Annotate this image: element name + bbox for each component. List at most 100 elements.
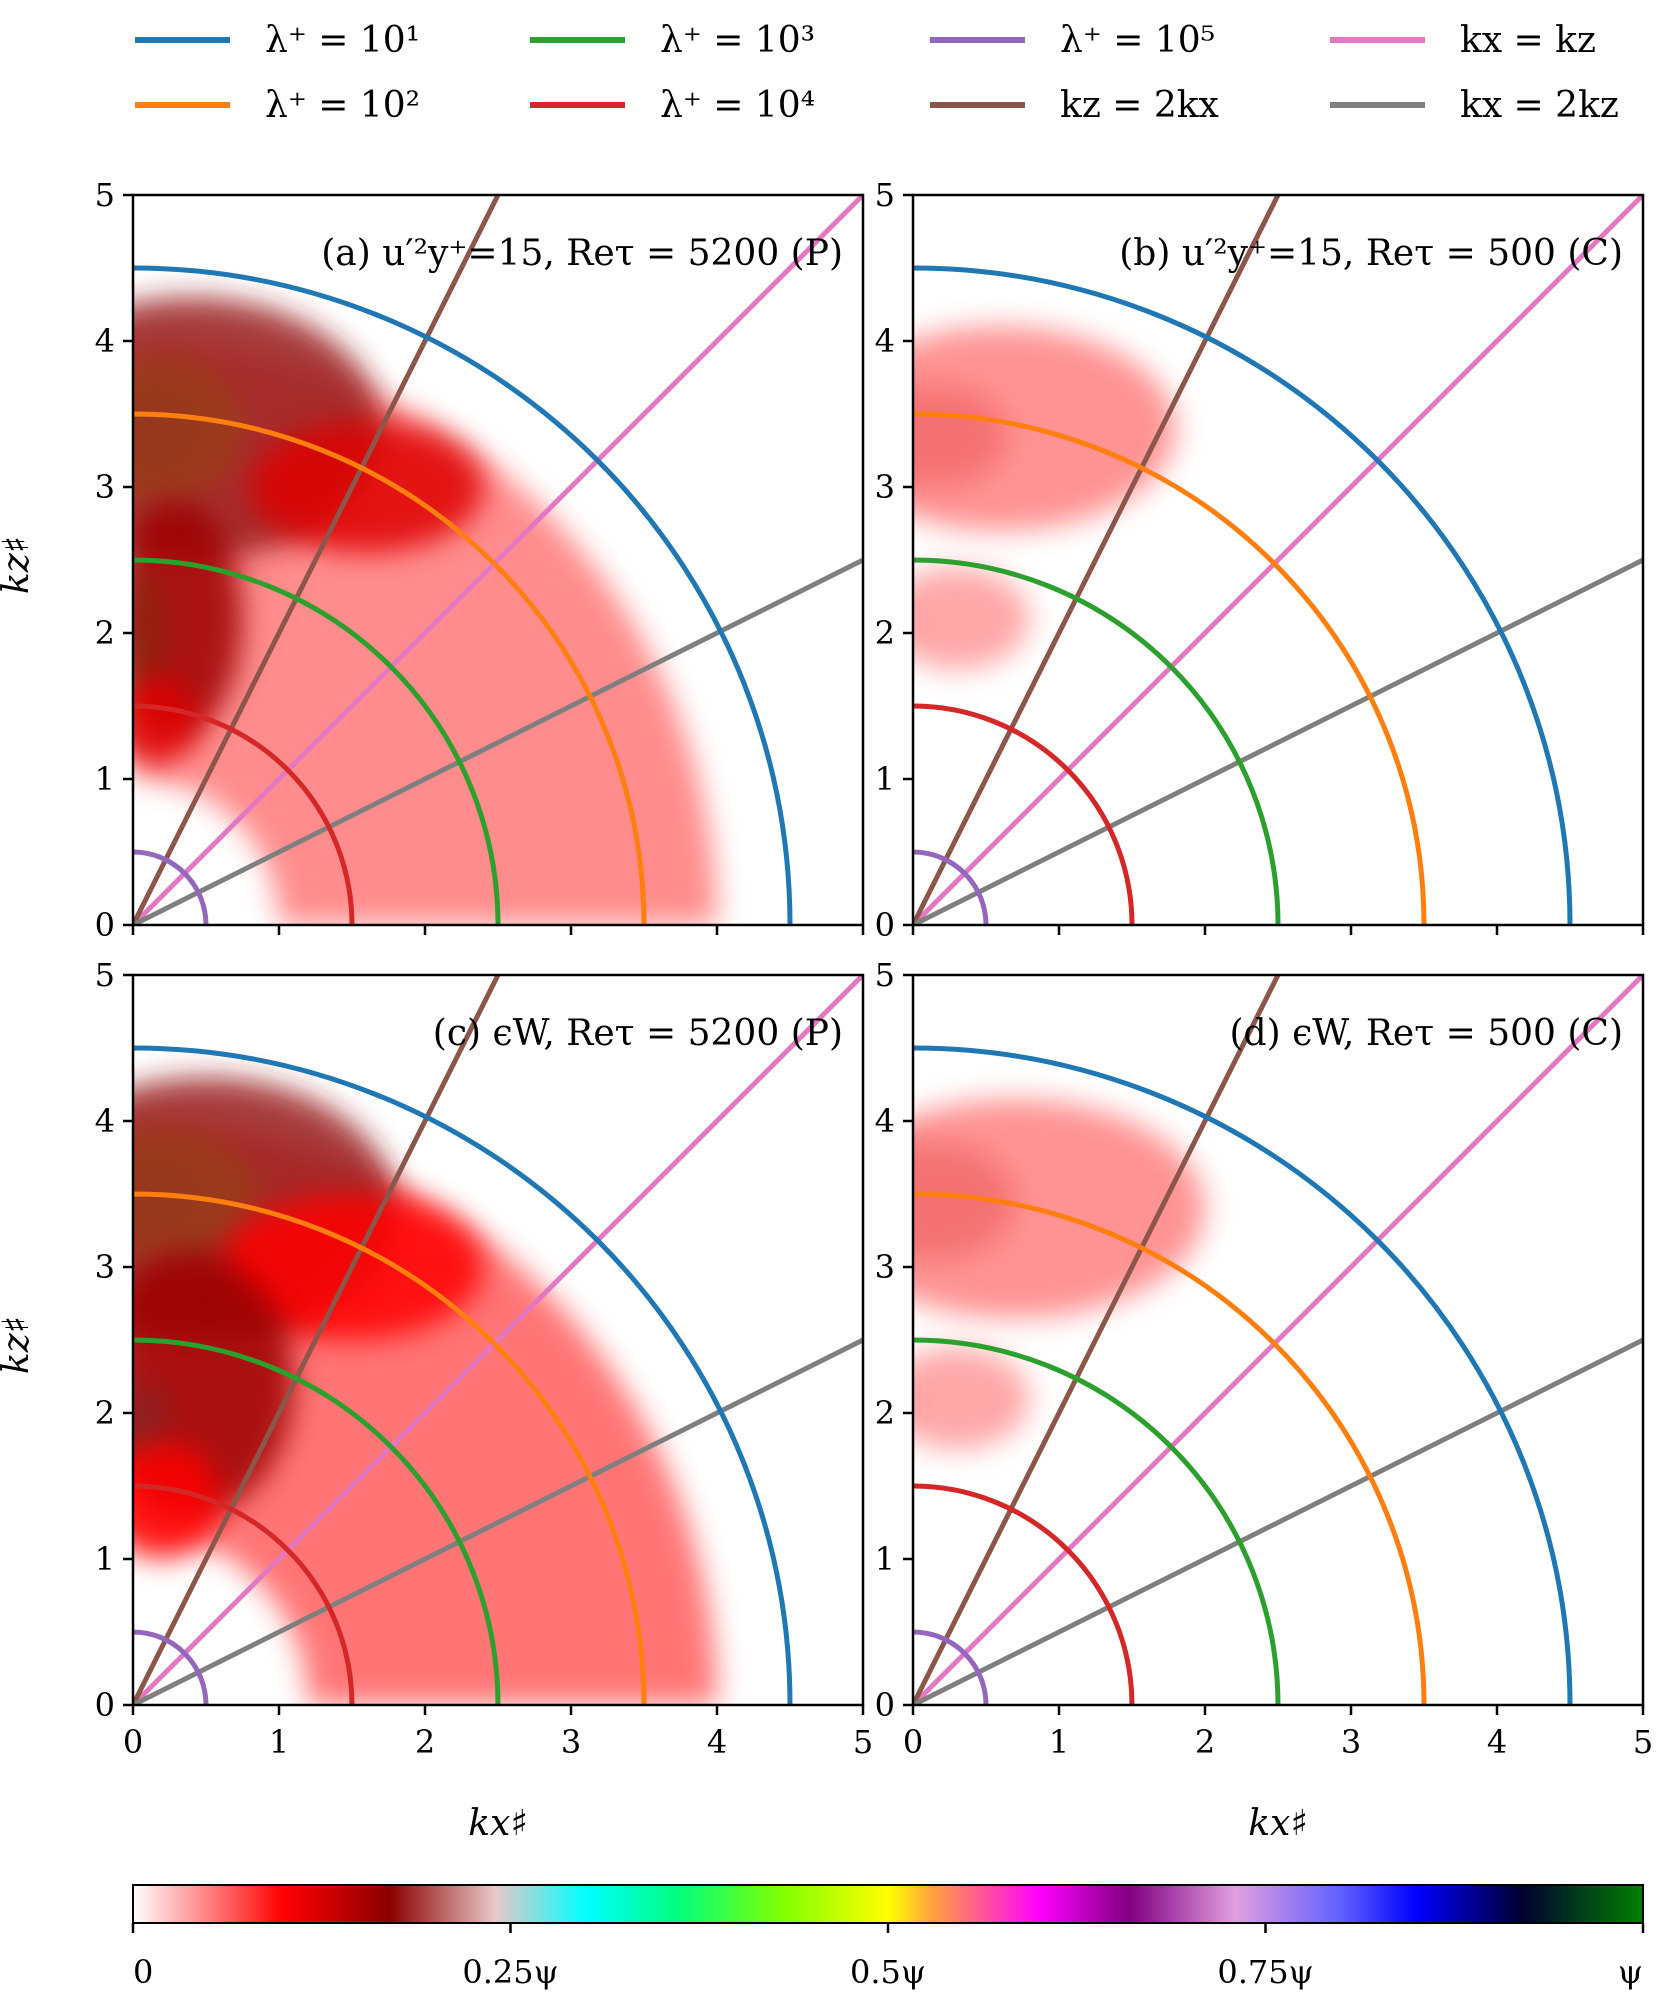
overlay-arc bbox=[133, 411, 647, 925]
colorbar-tick-label: 0.75ψ bbox=[1217, 1953, 1313, 1991]
legend-label: λ⁺ = 10⁵ bbox=[1060, 20, 1215, 61]
colorbar-tick-label: 0.5ψ bbox=[850, 1953, 926, 1991]
panel-d: 0 1 2 3 4 5 0 1 2 3 4 5 (d) ϵW, Reτ = 500 (C) kx♯ bbox=[875, 956, 1654, 1844]
y-tick-label: 2 bbox=[95, 614, 115, 652]
overlay-arc bbox=[913, 1191, 1427, 1705]
overlay-line bbox=[913, 975, 1281, 1705]
y-tick-label: 3 bbox=[875, 468, 895, 506]
plot-frame bbox=[911, 193, 1645, 927]
overlay-arc bbox=[133, 557, 501, 925]
overlay-arc bbox=[913, 703, 1135, 925]
overlay-arc bbox=[133, 1337, 501, 1705]
overlay-arc bbox=[913, 411, 1427, 925]
x-tick-label: 5 bbox=[1633, 1723, 1653, 1761]
overlay-arc bbox=[133, 265, 793, 925]
x-tick-label: 0 bbox=[903, 1723, 923, 1761]
legend-label: kz = 2kx bbox=[1060, 85, 1219, 126]
overlay-arc bbox=[913, 849, 989, 925]
y-tick-label: 0 bbox=[875, 1686, 895, 1724]
x-tick-label: 0 bbox=[123, 1723, 143, 1761]
x-tick-label: 4 bbox=[707, 1723, 727, 1761]
overlay-line bbox=[913, 557, 1643, 925]
x-tick-label: 2 bbox=[1195, 1723, 1215, 1761]
x-tick-label: 5 bbox=[853, 1723, 873, 1761]
x-axis-label: kx♯ bbox=[468, 1803, 528, 1844]
legend-label: λ⁺ = 10³ bbox=[660, 20, 815, 61]
y-tick-label: 3 bbox=[95, 1248, 115, 1286]
panel-label: (b) u′²y⁺=15, Reτ = 500 (C) bbox=[1119, 233, 1623, 274]
colorbar-tick-label: ψ bbox=[1618, 1953, 1643, 1991]
overlay-arc bbox=[133, 1045, 793, 1705]
x-tick-label: 1 bbox=[1049, 1723, 1069, 1761]
overlay-arc bbox=[913, 1045, 1573, 1705]
spectrum-field bbox=[133, 195, 863, 925]
overlay-arc bbox=[913, 1337, 1281, 1705]
y-tick-label: 5 bbox=[875, 176, 895, 214]
plot-frame bbox=[131, 193, 865, 927]
x-tick-label: 4 bbox=[1487, 1723, 1507, 1761]
overlay-line bbox=[133, 557, 863, 925]
x-tick-label: 3 bbox=[1341, 1723, 1361, 1761]
legend-label: λ⁺ = 10¹ bbox=[265, 20, 420, 61]
overlay-line bbox=[133, 195, 501, 925]
y-tick-label: 4 bbox=[875, 322, 895, 360]
overlay-arc bbox=[133, 849, 209, 925]
legend-label: kx = kz bbox=[1460, 20, 1596, 61]
overlay-arc bbox=[133, 703, 355, 925]
overlay-line bbox=[913, 195, 1643, 925]
y-tick-label: 0 bbox=[95, 906, 115, 944]
plot-frame bbox=[911, 973, 1645, 1707]
overlay-line bbox=[133, 1337, 863, 1705]
y-tick-label: 3 bbox=[875, 1248, 895, 1286]
x-axis-label: kx♯ bbox=[1248, 1803, 1308, 1844]
colorbar-tick-label: 0 bbox=[133, 1953, 153, 1991]
y-tick-label: 5 bbox=[95, 956, 115, 994]
panel-label: (d) ϵW, Reτ = 500 (C) bbox=[1229, 1013, 1623, 1054]
spectrum-blob bbox=[249, 421, 484, 553]
spectrum-field bbox=[133, 975, 863, 1705]
overlay-arc bbox=[133, 1191, 647, 1705]
overlay-line bbox=[913, 195, 1281, 925]
overlay-arc bbox=[913, 557, 1281, 925]
y-tick-label: 2 bbox=[875, 1394, 895, 1432]
plot-frame bbox=[131, 973, 865, 1707]
y-tick-label: 4 bbox=[95, 322, 115, 360]
y-axis-label: kz♯ bbox=[0, 536, 37, 594]
y-tick-label: 4 bbox=[875, 1102, 895, 1140]
y-tick-label: 3 bbox=[95, 468, 115, 506]
x-tick-label: 3 bbox=[561, 1723, 581, 1761]
y-tick-label: 4 bbox=[95, 1102, 115, 1140]
x-tick-label: 2 bbox=[415, 1723, 435, 1761]
y-tick-label: 0 bbox=[875, 906, 895, 944]
spectrum-blob bbox=[133, 676, 199, 765]
overlay-line bbox=[133, 195, 863, 925]
legend-label: λ⁺ = 10⁴ bbox=[660, 85, 815, 126]
y-tick-label: 1 bbox=[95, 760, 115, 798]
legend-label: λ⁺ = 10² bbox=[265, 85, 420, 126]
colorbar-gradient bbox=[132, 1884, 1644, 1924]
legend: λ⁺ = 10¹ λ⁺ = 10³ λ⁺ = 10⁵ kx = kz λ⁺ = 10² λ… bbox=[135, 20, 1619, 126]
spectrum-field bbox=[913, 975, 1643, 1705]
overlay-arc bbox=[133, 1483, 355, 1705]
colorbar: 0 0.25ψ 0.5ψ 0.75ψ ψ bbox=[131, 1884, 1645, 1991]
panel-label: (a) u′²y⁺=15, Reτ = 5200 (P) bbox=[321, 233, 843, 274]
panel-label: (c) ϵW, Reτ = 5200 (P) bbox=[433, 1013, 843, 1054]
panel-a: 0 1 2 3 4 5 (a) u′²y⁺=15, Reτ = 5200 (P) kz♯ bbox=[0, 176, 865, 944]
y-tick-label: 2 bbox=[95, 1394, 115, 1432]
overlay-arc bbox=[913, 1483, 1135, 1705]
x-tick-label: 1 bbox=[269, 1723, 289, 1761]
overlay-line bbox=[133, 975, 863, 1705]
y-tick-label: 2 bbox=[875, 614, 895, 652]
overlay-line bbox=[913, 1337, 1643, 1705]
spectrum-blob bbox=[913, 567, 1030, 670]
overlay-line bbox=[913, 975, 1643, 1705]
panel-c: 0 1 2 3 4 5 0 1 2 3 4 5 (c) ϵW, Reτ = 5200 (P) kz♯ kx♯ bbox=[0, 956, 873, 1844]
overlay-line bbox=[133, 975, 501, 1705]
panel-b: 0 1 2 3 4 5 (b) u′²y⁺=15, Reτ = 500 (C) bbox=[875, 176, 1645, 944]
y-axis-label: kz♯ bbox=[0, 1316, 37, 1374]
y-tick-label: 1 bbox=[875, 1540, 895, 1578]
y-tick-label: 1 bbox=[95, 1540, 115, 1578]
y-tick-label: 1 bbox=[875, 760, 895, 798]
overlay-arc bbox=[913, 265, 1573, 925]
